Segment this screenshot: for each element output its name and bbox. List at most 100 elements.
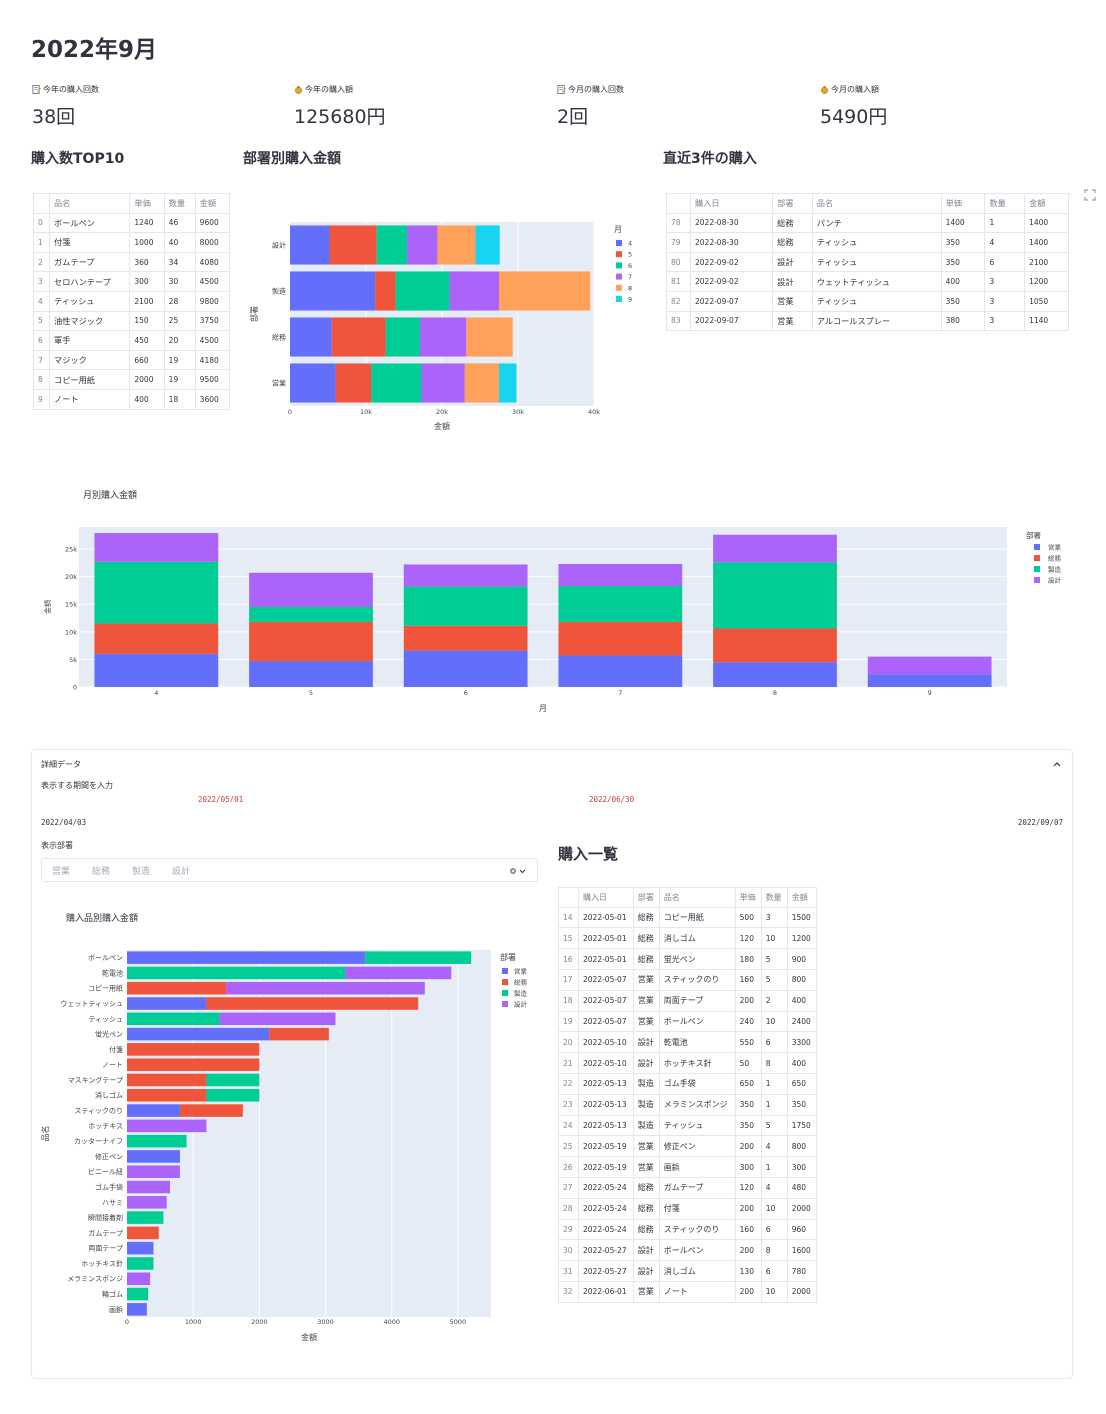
table-cell: 300	[786, 1156, 818, 1178]
fullscreen-icon[interactable]	[1084, 189, 1096, 201]
table-row[interactable]: 2 ガムテープ 360 34 4080	[33, 251, 231, 273]
column-header[interactable]: 品名	[811, 193, 942, 214]
top10-table[interactable]: 品名 単価 数量 金額 0 ボールペン 1240 46 9600 1 付箋 1000 40 800…	[33, 193, 231, 410]
column-header[interactable]: 金額	[194, 193, 231, 214]
table-row[interactable]: 18 2022-05-07 営業 両面テープ 200 2 400	[558, 989, 818, 1012]
dept-multiselect[interactable]: 営業 総務 製造 設計	[41, 858, 538, 882]
clear-chevron-icon[interactable]	[509, 867, 527, 875]
column-header[interactable]: 金額	[1024, 193, 1069, 214]
table-row[interactable]: 21 2022-05-10 設計 ホッチキス針 50 8 400	[558, 1052, 818, 1074]
column-header[interactable]: 購入日	[578, 887, 634, 908]
column-header[interactable]: 部署	[772, 193, 813, 214]
table-row[interactable]: 32 2022-06-01 営業 ノート 200 10 2000	[558, 1280, 818, 1303]
column-header[interactable]: 単価	[129, 193, 165, 214]
x-tick-label: 2000	[251, 1318, 268, 1326]
table-cell: 18	[163, 388, 196, 410]
range-end-value[interactable]: 2022/06/30	[589, 795, 635, 804]
column-header[interactable]: 単価	[940, 193, 986, 214]
table-cell: 製造	[632, 1114, 660, 1137]
x-tick-label: 10k	[360, 408, 372, 416]
bar-segment	[127, 1150, 180, 1163]
column-header[interactable]: 数量	[984, 193, 1026, 214]
table-row[interactable]: 31 2022-05-27 設計 消しゴム 130 6 780	[558, 1260, 818, 1282]
table-row[interactable]: 28 2022-05-24 総務 付箋 200 10 2000	[558, 1197, 818, 1220]
bar-segment	[226, 981, 425, 995]
table-row[interactable]: 30 2022-05-27 設計 ボールペン 200 8 1600	[558, 1239, 818, 1262]
table-row[interactable]: 5 油性マジック 150 25 3750	[33, 310, 231, 332]
table-cell: ボールペン	[48, 212, 131, 234]
x-axis-label: 月	[539, 704, 547, 713]
column-header[interactable]: 単価	[734, 887, 762, 908]
bar-segment	[94, 533, 219, 562]
column-header[interactable]: 数量	[163, 193, 196, 214]
table-cell: 営業	[772, 310, 813, 332]
table-row[interactable]: 20 2022-05-10 設計 乾電池 550 6 3300	[558, 1031, 818, 1054]
table-row[interactable]: 24 2022-05-13 製造 ティッシュ 350 5 1750	[558, 1114, 818, 1137]
recent-table[interactable]: 購入日 部署 品名 単価 数量 金額 78 2022-08-30 総務 パンチ 1400…	[666, 193, 1069, 332]
items-chart[interactable]: 0 1000 2000 3000 4000 5000 ボールペン乾電池コピー用紙ウェットティ…	[40, 945, 550, 1345]
table-row[interactable]: 15 2022-05-01 総務 消しゴム 120 10 1200	[558, 927, 818, 950]
table-cell: 2022-05-01	[578, 906, 634, 929]
table-cell: 2022-05-13	[578, 1114, 634, 1137]
row-index: 80	[666, 251, 691, 273]
table-row[interactable]: 23 2022-05-13 製造 メラミンスポンジ 350 1 350	[558, 1093, 818, 1116]
table-row[interactable]: 22 2022-05-13 製造 ゴム手袋 650 1 650	[558, 1072, 818, 1095]
column-header[interactable]: 購入日	[689, 193, 774, 214]
dept-option[interactable]: 営業	[52, 866, 71, 877]
table-row[interactable]: 81 2022-09-02 設計 ウェットティッシュ 400 3 1200	[666, 271, 1069, 292]
date-range-slider[interactable]	[41, 811, 1063, 815]
expander-label[interactable]: 詳細データ	[41, 760, 81, 769]
column-header[interactable]: 部署	[632, 887, 660, 908]
column-header[interactable]: 品名	[658, 887, 736, 908]
range-max-label: 2022/09/07	[1017, 818, 1063, 827]
table-row[interactable]: 14 2022-05-01 総務 コピー用紙 500 3 1500	[558, 906, 818, 929]
details-expander[interactable]: 詳細データ 表示する期間を入力 2022/05/01 2022/06/30 20…	[31, 749, 1073, 1379]
table-row[interactable]: 19 2022-05-07 営業 ボールペン 240 10 2400	[558, 1010, 818, 1033]
table-cell: 3750	[194, 310, 231, 332]
table-row[interactable]: 3 セロハンテープ 300 30 4500	[33, 271, 231, 292]
table-row[interactable]: 27 2022-05-24 総務 ガムテープ 120 4 480	[558, 1176, 818, 1199]
table-row[interactable]: 79 2022-08-30 総務 ティッシュ 350 4 1400	[666, 232, 1069, 253]
table-row[interactable]: 29 2022-05-24 総務 スティックのり 160 6 960	[558, 1218, 818, 1241]
table-row[interactable]: 78 2022-08-30 総務 パンチ 1400 1 1400	[666, 212, 1069, 234]
items-chart-title: 購入品別購入金額	[66, 914, 139, 924]
table-row[interactable]: 17 2022-05-07 営業 スティックのり 160 5 800	[558, 968, 818, 991]
y-tick-label: メラミンスポンジ	[67, 1275, 123, 1283]
table-row[interactable]: 80 2022-09-02 設計 ティッシュ 350 6 2100	[666, 251, 1069, 273]
table-row[interactable]: 7 マジック 660 19 4180	[33, 349, 231, 371]
dept-option[interactable]: 設計	[172, 866, 191, 877]
table-row[interactable]: 4 ティッシュ 2100 28 9800	[33, 290, 231, 312]
row-index: 83	[666, 310, 691, 332]
table-cell: 200	[734, 1135, 762, 1158]
table-row[interactable]: 82 2022-09-07 営業 ティッシュ 350 3 1050	[666, 290, 1069, 312]
table-cell: 3	[984, 290, 1026, 312]
bar-segment	[206, 997, 419, 1010]
range-start-value[interactable]: 2022/05/01	[198, 795, 244, 804]
table-row[interactable]: 16 2022-05-01 総務 蛍光ペン 180 5 900	[558, 948, 818, 970]
y-tick-label: 両面テープ	[88, 1245, 123, 1253]
column-header[interactable]: 品名	[48, 193, 131, 214]
dept-option[interactable]: 総務	[92, 866, 111, 877]
column-header[interactable]: 金額	[786, 887, 818, 908]
column-header[interactable]: 数量	[760, 887, 788, 908]
table-row[interactable]: 8 コピー用紙 2000 19 9500	[33, 369, 231, 390]
table-row[interactable]: 83 2022-09-07 営業 アルコールスプレー 380 3 1140	[666, 310, 1069, 332]
y-tick-label: 画鋲	[109, 1305, 123, 1314]
table-row[interactable]: 0 ボールペン 1240 46 9600	[33, 212, 231, 234]
table-row[interactable]: 26 2022-05-19 営業 画鋲 300 1 300	[558, 1156, 818, 1178]
memo-icon	[32, 85, 41, 94]
dept-option[interactable]: 製造	[132, 866, 151, 877]
chevron-up-icon[interactable]	[1052, 760, 1062, 768]
purchase-list-table[interactable]: 購入日 部署 品名 単価 数量 金額 14 2022-05-01 総務 コピー用紙 50…	[558, 887, 818, 1303]
legend-swatch	[1034, 544, 1040, 550]
table-row[interactable]: 1 付箋 1000 40 8000	[33, 232, 231, 253]
table-cell: 180	[734, 948, 762, 970]
table-cell: 2022-05-24	[578, 1218, 634, 1241]
bar-segment	[94, 623, 219, 654]
table-row[interactable]: 9 ノート 400 18 3600	[33, 388, 231, 410]
table-row[interactable]: 6 軍手 450 20 4500	[33, 330, 231, 351]
legend-item: 5	[628, 251, 632, 259]
table-row[interactable]: 25 2022-05-19 営業 修正ペン 200 4 800	[558, 1135, 818, 1158]
